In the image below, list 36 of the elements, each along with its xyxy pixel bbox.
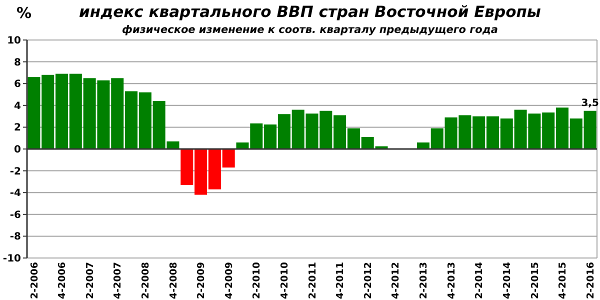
chart-subtitle: физическое изменение к соотв. кварталу предыдущего года (122, 24, 498, 36)
y-tick-label: 10 (7, 36, 22, 46)
y-tick-label: 0 (14, 144, 22, 156)
x-tick-label: 4-2008 (168, 262, 180, 299)
x-tick-label: 2-2014 (474, 262, 486, 299)
x-tick-label: 4-2014 (502, 262, 513, 299)
x-tick-label: 2-2008 (140, 262, 152, 299)
x-tick-label: 4-2015 (558, 262, 569, 299)
y-tick-label: -6 (10, 210, 22, 221)
x-tick-label: 2-2013 (418, 262, 430, 299)
x-tick-label: 2-2010 (252, 262, 263, 299)
y-tick-label: -4 (10, 188, 22, 200)
x-tick-label: 4-2007 (112, 262, 124, 299)
y-axis-title: % (16, 4, 32, 22)
y-tick-label: 8 (14, 57, 22, 68)
x-tick-label: 4-2009 (224, 262, 235, 299)
x-tick-label: 2-2006 (29, 262, 40, 299)
x-tick-label: 2-2012 (362, 262, 374, 299)
x-tick-label: 2-2016 (585, 262, 596, 299)
x-tick-label: 2-2015 (530, 262, 541, 299)
y-tick-label: 2 (14, 122, 22, 134)
x-tick-label: 4-2011 (335, 262, 346, 299)
x-tick-label: 4-2006 (57, 262, 68, 299)
x-tick-label: 4-2010 (280, 262, 291, 299)
y-tick-label: -2 (10, 166, 22, 178)
x-tick-label: 4-2012 (390, 262, 402, 299)
y-tick-label: -10 (2, 254, 22, 264)
x-tick-label: 2-2007 (84, 262, 96, 299)
chart-title: индекс квартального ВВП стран Восточной Европы (79, 3, 541, 21)
y-tick-label: 6 (14, 79, 22, 90)
y-tick-label: -8 (10, 232, 22, 243)
x-tick-label: 2-2011 (307, 262, 318, 299)
data-label: 3,5 (581, 98, 599, 109)
x-tick-label: 2-2009 (196, 262, 208, 299)
x-tick-label: 4-2013 (446, 262, 458, 299)
y-tick-label: 4 (14, 100, 22, 112)
